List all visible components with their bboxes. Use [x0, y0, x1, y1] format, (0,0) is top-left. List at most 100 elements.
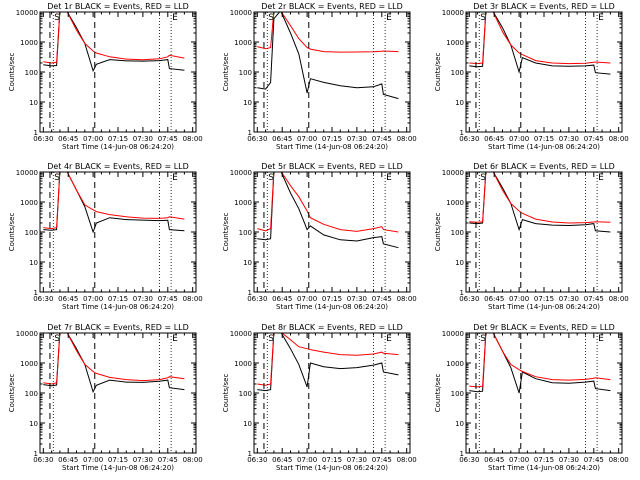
- panel-det-4: Det 4r BLACK = Events, RED = LLD S E 1 10 100…: [8, 162, 203, 311]
- plot-frame: [253, 171, 411, 293]
- panel-title: Det 9r BLACK = Events, RED = LLD: [473, 323, 615, 332]
- panel-title: Det 3r BLACK = Events, RED = LLD: [473, 2, 615, 11]
- y-tick-label: 10000: [442, 330, 464, 338]
- y-tick-label: 10000: [16, 169, 38, 177]
- panel-title: Det 8r BLACK = Events, RED = LLD: [261, 323, 403, 332]
- y-tick-label: 1000: [234, 360, 252, 368]
- x-tick-label: 07:45: [158, 295, 178, 303]
- panel-det-5: Det 5r BLACK = Events, RED = LLD S E 1 10 100…: [222, 162, 417, 311]
- x-axis-label: Start Time (14-Jun-08 06:24:20): [488, 464, 600, 472]
- plot-data: [43, 172, 185, 234]
- x-tick-label: 07:00: [83, 295, 103, 303]
- x-tick-label: 08:00: [183, 295, 203, 303]
- y-tick-label: 100: [25, 69, 38, 77]
- y-tick-label: 1: [34, 450, 38, 458]
- y-tick-label: 1000: [20, 360, 38, 368]
- marker-label-e: E: [598, 334, 604, 344]
- y-axis-label: Counts/sec: [434, 213, 442, 252]
- plot-data: [469, 333, 611, 394]
- marker-label-s: S: [480, 173, 486, 183]
- panel-det-8: Det 8r BLACK = Events, RED = LLD S E 1 10 100…: [222, 323, 417, 472]
- y-tick-label: 100: [451, 69, 464, 77]
- y-tick-label: 10000: [16, 330, 38, 338]
- y-tick-label: 1: [460, 129, 464, 137]
- x-axis-label: Start Time (14-Jun-08 06:24:20): [488, 303, 600, 311]
- x-tick-label: 06:45: [272, 295, 292, 303]
- events-series-line: [257, 333, 399, 392]
- events-series-line: [43, 12, 185, 73]
- x-tick-label: 06:45: [484, 295, 504, 303]
- y-tick-label: 10000: [442, 9, 464, 17]
- y-tick-label: 100: [451, 390, 464, 398]
- y-axis-label: Counts/sec: [8, 53, 16, 92]
- marker-label-e: E: [172, 334, 178, 344]
- x-tick-label: 06:45: [58, 135, 78, 143]
- x-axis-label: Start Time (14-Jun-08 06:24:20): [488, 143, 600, 151]
- x-tick-label: 06:45: [58, 295, 78, 303]
- x-tick-label: 06:30: [247, 295, 267, 303]
- x-tick-label: 07:00: [297, 456, 317, 464]
- y-tick-label: 1: [460, 450, 464, 458]
- plot-data: [257, 333, 399, 392]
- y-tick-label: 10: [29, 99, 38, 107]
- plot-data: [469, 172, 611, 233]
- x-tick-label: 08:00: [397, 456, 417, 464]
- y-tick-label: 100: [239, 69, 252, 77]
- y-axis-label: Counts/sec: [8, 374, 16, 413]
- y-tick-label: 1000: [446, 39, 464, 47]
- lld-series-line: [43, 333, 185, 385]
- x-tick-label: 07:00: [297, 295, 317, 303]
- y-tick-label: 100: [239, 229, 252, 237]
- panel-title: Det 2r BLACK = Events, RED = LLD: [261, 2, 403, 11]
- panel-det-3: Det 3r BLACK = Events, RED = LLD S E 1 10 100…: [434, 2, 629, 151]
- marker-label-s: S: [54, 13, 60, 23]
- marker-label-e: E: [386, 13, 392, 23]
- x-tick-label: 06:30: [459, 135, 479, 143]
- plot-frame: [465, 332, 623, 454]
- events-series-line: [257, 12, 399, 100]
- lld-series-line: [43, 172, 185, 230]
- marker-label-s: S: [268, 173, 274, 183]
- plot-frame: [253, 332, 411, 454]
- x-tick-label: 08:00: [183, 135, 203, 143]
- panel-det-7: Det 7r BLACK = Events, RED = LLD S E 1 10 100…: [8, 323, 203, 472]
- plot-frame: [39, 11, 197, 133]
- x-tick-label: 07:45: [584, 135, 604, 143]
- x-tick-label: 06:30: [247, 456, 267, 464]
- x-tick-label: 07:00: [297, 135, 317, 143]
- x-tick-label: 07:15: [322, 295, 342, 303]
- x-tick-label: 07:30: [133, 135, 153, 143]
- x-axis-label: Start Time (14-Jun-08 06:24:20): [62, 143, 174, 151]
- x-tick-label: 08:00: [609, 456, 629, 464]
- y-axis-label: Counts/sec: [222, 213, 230, 252]
- y-tick-label: 1: [248, 129, 252, 137]
- x-tick-label: 07:15: [534, 456, 554, 464]
- y-tick-label: 1000: [20, 39, 38, 47]
- y-tick-label: 100: [239, 390, 252, 398]
- marker-label-s: S: [268, 13, 274, 23]
- x-tick-label: 07:15: [322, 456, 342, 464]
- y-tick-label: 1000: [234, 199, 252, 207]
- lld-series-line: [257, 172, 399, 233]
- x-tick-label: 07:30: [347, 456, 367, 464]
- panel-det-6: Det 6r BLACK = Events, RED = LLD S E 1 10 100…: [434, 162, 629, 311]
- x-tick-label: 07:15: [108, 295, 128, 303]
- x-tick-label: 07:45: [372, 295, 392, 303]
- plot-data: [257, 172, 399, 249]
- x-tick-label: 07:00: [509, 135, 529, 143]
- marker-label-e: E: [598, 13, 604, 23]
- marker-label-e: E: [172, 13, 178, 23]
- y-tick-label: 1: [34, 129, 38, 137]
- x-tick-label: 08:00: [609, 135, 629, 143]
- x-tick-label: 07:30: [559, 456, 579, 464]
- x-tick-label: 07:15: [534, 135, 554, 143]
- y-tick-label: 10: [243, 259, 252, 267]
- events-series-line: [469, 333, 611, 394]
- y-tick-label: 100: [25, 390, 38, 398]
- lld-series-line: [469, 333, 611, 388]
- x-tick-label: 07:15: [534, 295, 554, 303]
- panel-title: Det 1r BLACK = Events, RED = LLD: [47, 2, 189, 11]
- x-tick-label: 07:00: [509, 295, 529, 303]
- marker-label-e: E: [598, 173, 604, 183]
